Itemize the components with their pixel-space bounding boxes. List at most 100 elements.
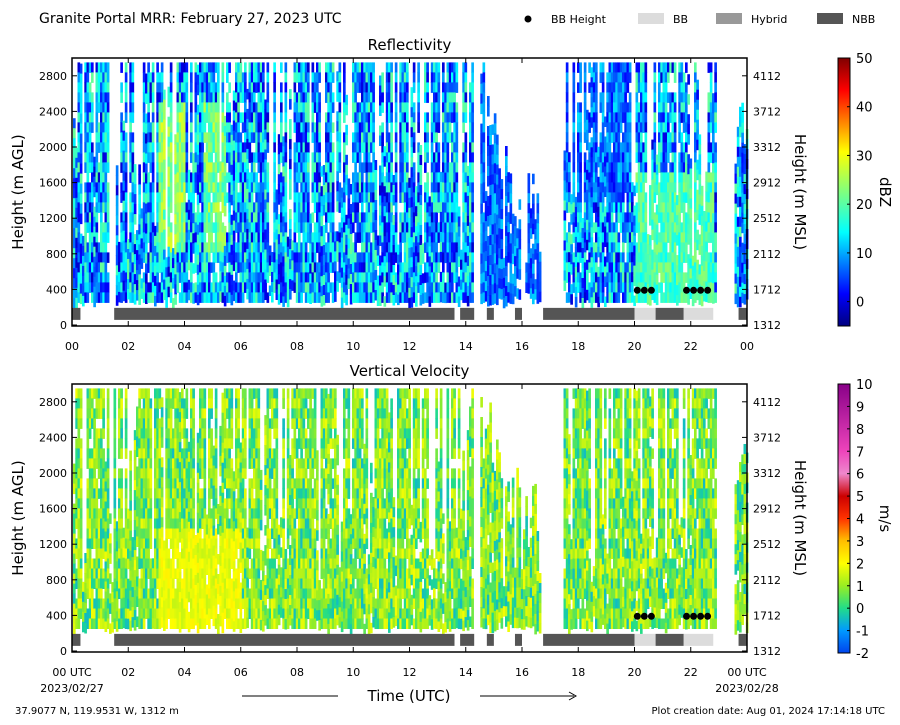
heatmap-cell bbox=[214, 212, 218, 223]
heatmap-cell bbox=[464, 192, 468, 203]
heatmap-cell bbox=[358, 182, 362, 193]
heatmap-cell bbox=[86, 72, 90, 83]
heatmap-cell bbox=[608, 122, 612, 133]
heatmap-cell bbox=[327, 102, 330, 113]
heatmap-cell bbox=[253, 182, 256, 193]
heatmap-cell bbox=[158, 212, 162, 223]
heatmap-cell bbox=[383, 156, 387, 167]
heatmap-cell bbox=[466, 205, 470, 217]
heatmap-cell bbox=[403, 202, 407, 213]
heatmap-cell bbox=[118, 241, 121, 253]
heatmap-cell bbox=[689, 208, 693, 219]
heatmap-cell bbox=[689, 168, 693, 179]
heatmap-cell bbox=[383, 246, 387, 257]
heatmap-cell bbox=[208, 252, 211, 263]
heatmap-cell bbox=[289, 209, 292, 220]
heatmap-cell bbox=[482, 292, 486, 303]
heatmap-cell bbox=[318, 192, 321, 203]
heatmap-cell bbox=[403, 262, 407, 273]
heatmap-cell bbox=[700, 225, 704, 237]
heatmap-cell bbox=[181, 102, 184, 113]
heatmap-cell bbox=[626, 262, 630, 273]
heatmap-cell bbox=[259, 62, 263, 73]
heatmap-cell bbox=[122, 240, 126, 252]
heatmap-cell bbox=[399, 262, 402, 273]
heatmap-cell bbox=[73, 258, 76, 269]
heatmap-cell bbox=[694, 82, 697, 93]
heatmap-cell bbox=[354, 102, 357, 113]
heatmap-cell bbox=[246, 118, 249, 130]
heatmap-cell bbox=[437, 282, 441, 293]
heatmap-cell bbox=[583, 192, 587, 203]
heatmap-cell bbox=[158, 232, 162, 243]
heatmap-cell bbox=[653, 122, 657, 133]
heatmap-cell bbox=[682, 72, 686, 83]
heatmap-cell bbox=[590, 217, 594, 228]
heatmap-cell bbox=[129, 212, 132, 223]
heatmap-cell bbox=[192, 283, 195, 294]
heatmap-cell bbox=[619, 152, 623, 163]
heatmap-cell bbox=[415, 246, 418, 257]
heatmap-cell bbox=[302, 242, 306, 253]
heatmap-cell bbox=[259, 132, 263, 143]
heatmap-cell bbox=[669, 222, 672, 233]
heatmap-cell bbox=[151, 222, 155, 233]
heatmap-cell bbox=[651, 139, 654, 151]
heatmap-cell bbox=[228, 232, 231, 243]
heatmap-cell bbox=[667, 232, 670, 243]
heatmap-cell bbox=[439, 271, 443, 283]
heatmap-cell bbox=[345, 134, 348, 146]
heatmap-cell bbox=[282, 236, 285, 247]
heatmap-cell bbox=[471, 82, 474, 93]
heatmap-cell bbox=[421, 273, 425, 284]
heatmap-cell bbox=[604, 116, 607, 127]
heatmap-cell bbox=[739, 186, 742, 198]
heatmap-cell bbox=[698, 214, 702, 225]
heatmap-cell bbox=[127, 249, 130, 260]
heatmap-cell bbox=[203, 172, 207, 183]
heatmap-cell bbox=[489, 125, 492, 136]
heatmap-cell bbox=[628, 162, 632, 173]
heatmap-cell bbox=[340, 257, 344, 269]
heatmap-cell bbox=[446, 272, 450, 283]
heatmap-cell bbox=[406, 152, 409, 163]
heatmap-cell bbox=[714, 222, 717, 233]
heatmap-cell bbox=[367, 122, 371, 133]
heatmap-cell bbox=[694, 72, 697, 83]
heatmap-cell bbox=[79, 253, 83, 265]
heatmap-cell bbox=[464, 282, 468, 293]
heatmap-cell bbox=[419, 185, 423, 196]
heatmap-cell bbox=[160, 292, 164, 303]
heatmap-cell bbox=[309, 233, 312, 244]
heatmap-cell bbox=[100, 232, 103, 243]
heatmap-cell bbox=[460, 289, 463, 301]
heatmap-cell bbox=[367, 232, 371, 243]
heatmap-cell bbox=[583, 102, 587, 113]
heatmap-cell bbox=[97, 282, 101, 293]
heatmap-cell bbox=[394, 242, 398, 253]
heatmap-cell bbox=[232, 250, 236, 262]
heatmap-cell bbox=[259, 192, 263, 203]
heatmap-cell bbox=[79, 243, 83, 255]
heatmap-cell bbox=[489, 255, 492, 266]
heatmap-cell bbox=[145, 93, 148, 104]
heatmap-cell bbox=[237, 122, 240, 133]
heatmap-cell bbox=[322, 265, 326, 276]
heatmap-cell bbox=[599, 62, 603, 73]
heatmap-cell bbox=[403, 162, 407, 173]
heatmap-cell bbox=[667, 222, 670, 233]
heatmap-cell bbox=[579, 202, 582, 213]
heatmap-cell bbox=[142, 242, 146, 253]
heatmap-cell bbox=[682, 122, 686, 133]
heatmap-cell bbox=[219, 251, 222, 262]
heatmap-cell bbox=[466, 245, 470, 257]
heatmap-cell bbox=[208, 142, 211, 153]
heatmap-cell bbox=[129, 72, 132, 83]
heatmap-cell bbox=[568, 182, 571, 193]
heatmap-cell bbox=[626, 172, 630, 183]
heatmap-cell bbox=[572, 222, 576, 233]
heatmap-cell bbox=[640, 72, 643, 83]
heatmap-cell bbox=[480, 213, 483, 225]
heatmap-cell bbox=[678, 272, 681, 283]
heatmap-cell bbox=[145, 283, 148, 294]
